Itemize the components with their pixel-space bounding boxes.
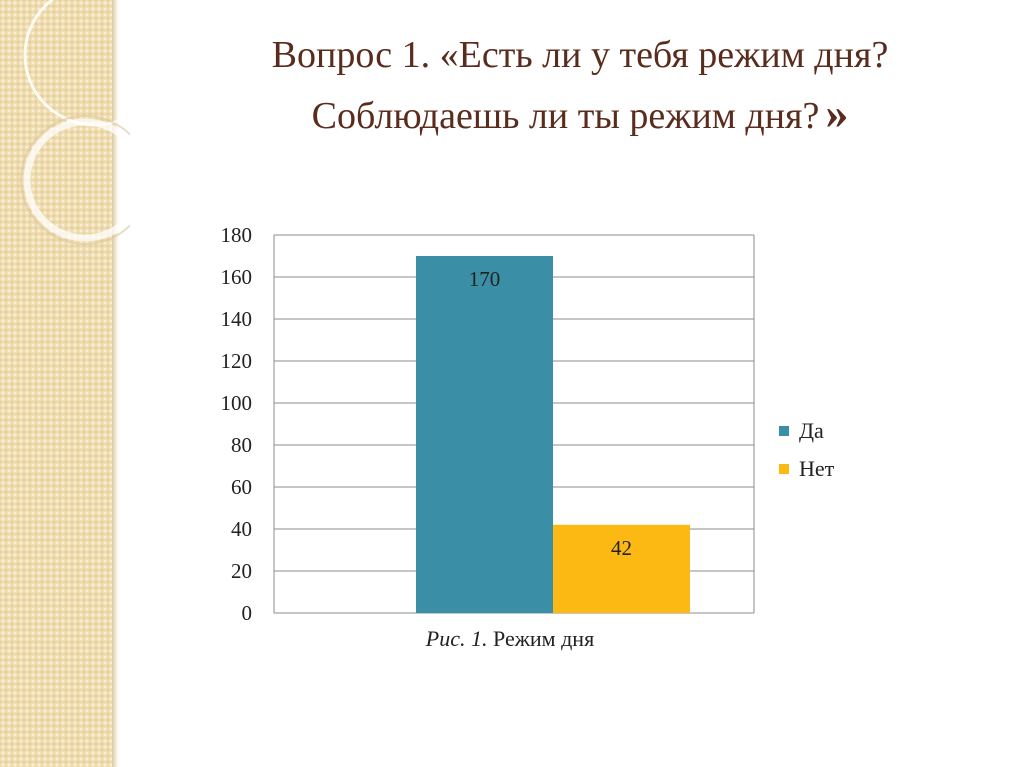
legend-label-da: Да	[799, 418, 824, 443]
legend-label-net: Нет	[799, 456, 835, 481]
chart-legend: Да Нет	[779, 412, 834, 488]
legend-item-net: Нет	[779, 450, 834, 488]
caption-text: Режим дня	[487, 626, 595, 651]
legend-swatch-da	[779, 426, 789, 436]
y-tick-label: 60	[231, 475, 252, 499]
y-tick-label: 20	[231, 559, 252, 583]
bar-net	[553, 524, 690, 613]
chart-caption: Рис. 1. Режим дня	[300, 626, 720, 652]
legend-swatch-net	[779, 464, 789, 474]
data-label-net: 42	[611, 536, 632, 560]
y-tick-label: 40	[231, 517, 252, 541]
bar-da	[416, 256, 553, 613]
y-tick-label: 0	[242, 601, 253, 625]
title-line-1: Вопрос 1. «Есть ли у тебя режим дня?	[271, 34, 889, 76]
legend-item-da: Да	[779, 412, 834, 450]
title-closing-quote: »	[825, 87, 849, 138]
y-tick-label: 140	[221, 307, 253, 331]
title-line-2: Соблюдаешь ли ты режим дня?»	[150, 84, 1010, 145]
y-tick-label: 180	[221, 223, 253, 247]
slide-title: Вопрос 1. «Есть ли у тебя режим дня? Соб…	[150, 26, 1010, 145]
side-band-divider	[112, 0, 119, 767]
y-tick-label: 80	[231, 433, 252, 457]
data-label-da: 170	[469, 267, 501, 291]
title-line-2-text: Соблюдаешь ли ты режим дня?	[311, 95, 820, 137]
caption-figure-number: Рис. 1.	[425, 626, 488, 651]
y-tick-label: 160	[221, 265, 253, 289]
y-tick-label: 100	[221, 391, 253, 415]
decorative-circles	[20, 0, 130, 245]
y-tick-label: 120	[221, 349, 253, 373]
